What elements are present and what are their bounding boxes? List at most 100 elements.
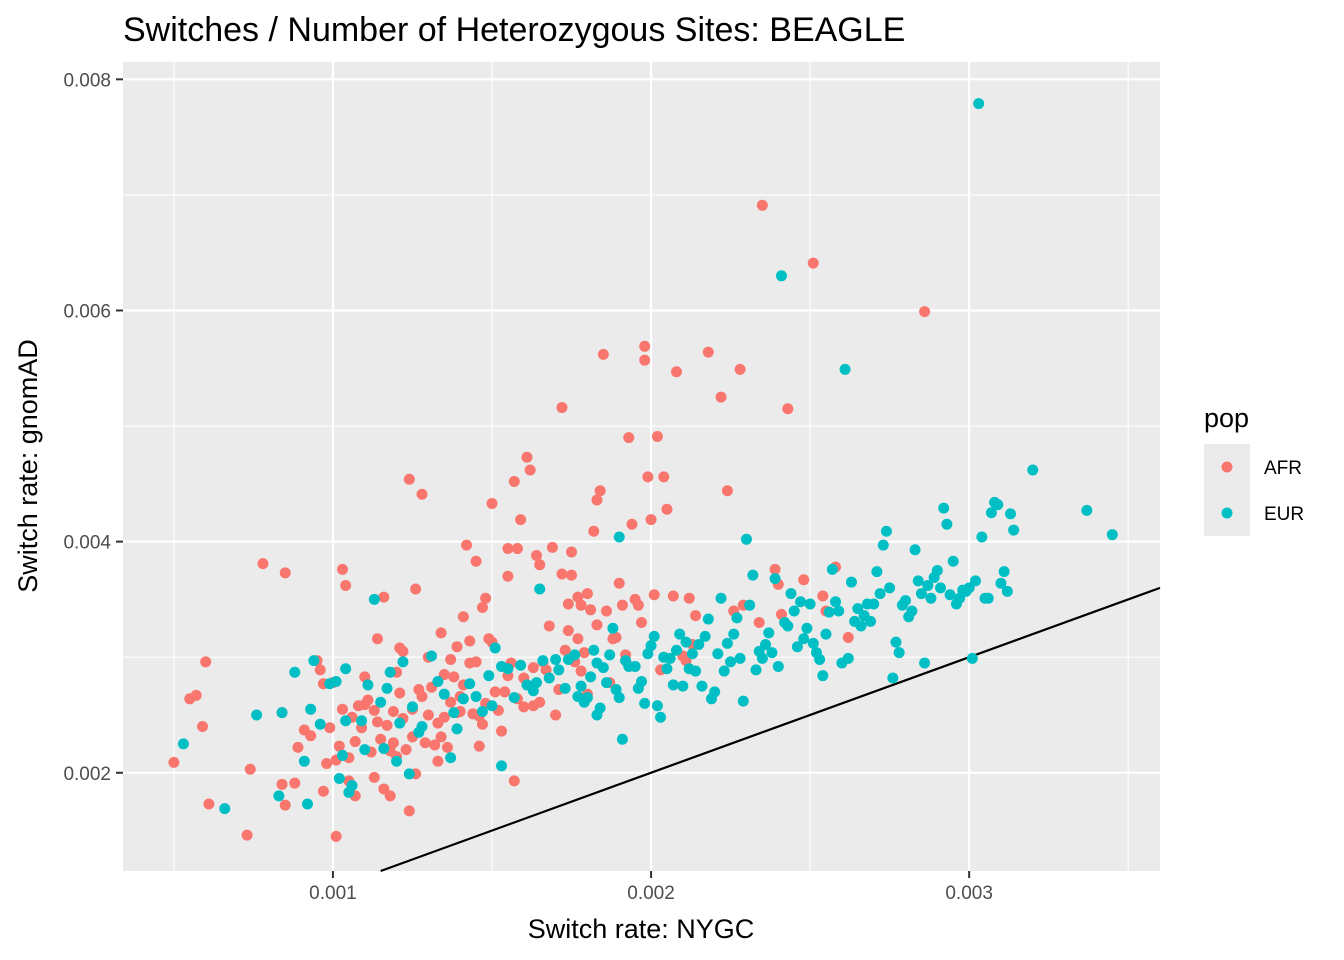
data-point xyxy=(543,620,555,632)
data-point xyxy=(966,652,978,664)
data-point xyxy=(521,451,533,463)
data-point xyxy=(441,741,453,753)
data-point xyxy=(330,675,342,687)
data-point xyxy=(190,689,202,701)
data-point xyxy=(629,660,641,672)
data-point xyxy=(569,649,581,661)
data-point xyxy=(400,744,412,756)
data-point xyxy=(305,730,317,742)
data-point xyxy=(276,707,288,719)
data-point xyxy=(489,686,501,698)
data-point xyxy=(375,733,387,745)
y-axis-ticks: 0.002 0.004 0.006 0.008 xyxy=(63,70,123,785)
data-point xyxy=(381,682,393,694)
x-axis-ticks: 0.001 0.002 0.003 xyxy=(309,871,993,904)
data-point xyxy=(645,640,657,652)
reference-line-layer xyxy=(380,586,1161,873)
data-point xyxy=(1008,524,1020,536)
data-point xyxy=(772,660,784,672)
data-point xyxy=(457,611,469,623)
data-point xyxy=(292,741,304,753)
data-point xyxy=(661,503,673,515)
data-point xyxy=(324,722,336,734)
x-tick-label: 0.002 xyxy=(627,883,675,904)
data-point xyxy=(419,737,431,749)
data-point xyxy=(559,682,571,694)
data-point xyxy=(562,598,574,610)
data-point xyxy=(963,582,975,594)
data-point xyxy=(610,632,622,644)
data-point xyxy=(760,638,772,650)
data-point xyxy=(976,531,988,543)
data-point xyxy=(690,665,702,677)
data-point xyxy=(970,575,982,587)
data-point xyxy=(639,697,651,709)
data-point xyxy=(480,592,492,604)
data-point xyxy=(384,790,396,802)
data-point xyxy=(718,665,730,677)
data-point xyxy=(359,744,371,756)
data-point xyxy=(515,514,527,526)
data-point xyxy=(511,543,523,555)
data-point xyxy=(251,709,263,721)
data-point xyxy=(177,738,189,750)
data-point xyxy=(381,719,393,731)
data-point xyxy=(394,717,406,729)
data-point xyxy=(721,485,733,497)
data-point xyxy=(279,799,291,811)
data-point xyxy=(807,637,819,649)
data-point xyxy=(788,605,800,617)
data-point xyxy=(403,473,415,485)
data-point xyxy=(502,543,514,555)
data-point xyxy=(336,703,348,715)
y-tick-label: 0.006 xyxy=(63,301,111,322)
data-point xyxy=(1106,529,1118,541)
data-point xyxy=(909,544,921,556)
data-point xyxy=(1001,585,1013,597)
data-point xyxy=(435,731,447,743)
data-point xyxy=(470,555,482,567)
data-point xyxy=(464,678,476,690)
data-point xyxy=(448,707,460,719)
data-point xyxy=(219,803,231,815)
data-point xyxy=(588,644,600,656)
data-point xyxy=(756,652,768,664)
data-point xyxy=(257,558,269,570)
data-point xyxy=(632,599,644,611)
x-tick-label: 0.001 xyxy=(309,883,357,904)
data-point xyxy=(648,589,660,601)
data-point xyxy=(750,664,762,676)
data-point xyxy=(537,655,549,667)
data-point xyxy=(289,666,301,678)
data-point xyxy=(508,692,520,704)
data-point xyxy=(585,604,597,616)
data-point xyxy=(645,514,657,526)
data-point xyxy=(664,652,676,664)
data-point xyxy=(556,568,568,580)
data-point xyxy=(333,740,345,752)
data-point xyxy=(461,539,473,551)
data-point xyxy=(476,718,488,730)
data-point xyxy=(613,692,625,704)
data-point xyxy=(795,596,807,608)
data-point xyxy=(728,628,740,640)
data-point xyxy=(314,664,326,676)
data-point xyxy=(416,488,428,500)
data-point xyxy=(826,563,838,575)
data-point xyxy=(483,670,495,682)
data-point xyxy=(397,645,409,657)
data-point xyxy=(648,630,660,642)
data-point xyxy=(387,737,399,749)
data-point xyxy=(601,677,613,689)
data-point xyxy=(566,546,578,558)
data-point xyxy=(639,354,651,366)
data-point xyxy=(308,655,320,667)
data-point xyxy=(591,494,603,506)
data-point xyxy=(429,739,441,751)
data-point xyxy=(734,652,746,664)
data-point xyxy=(683,592,695,604)
data-point xyxy=(591,619,603,631)
data-point xyxy=(747,569,759,581)
data-point xyxy=(651,430,663,442)
